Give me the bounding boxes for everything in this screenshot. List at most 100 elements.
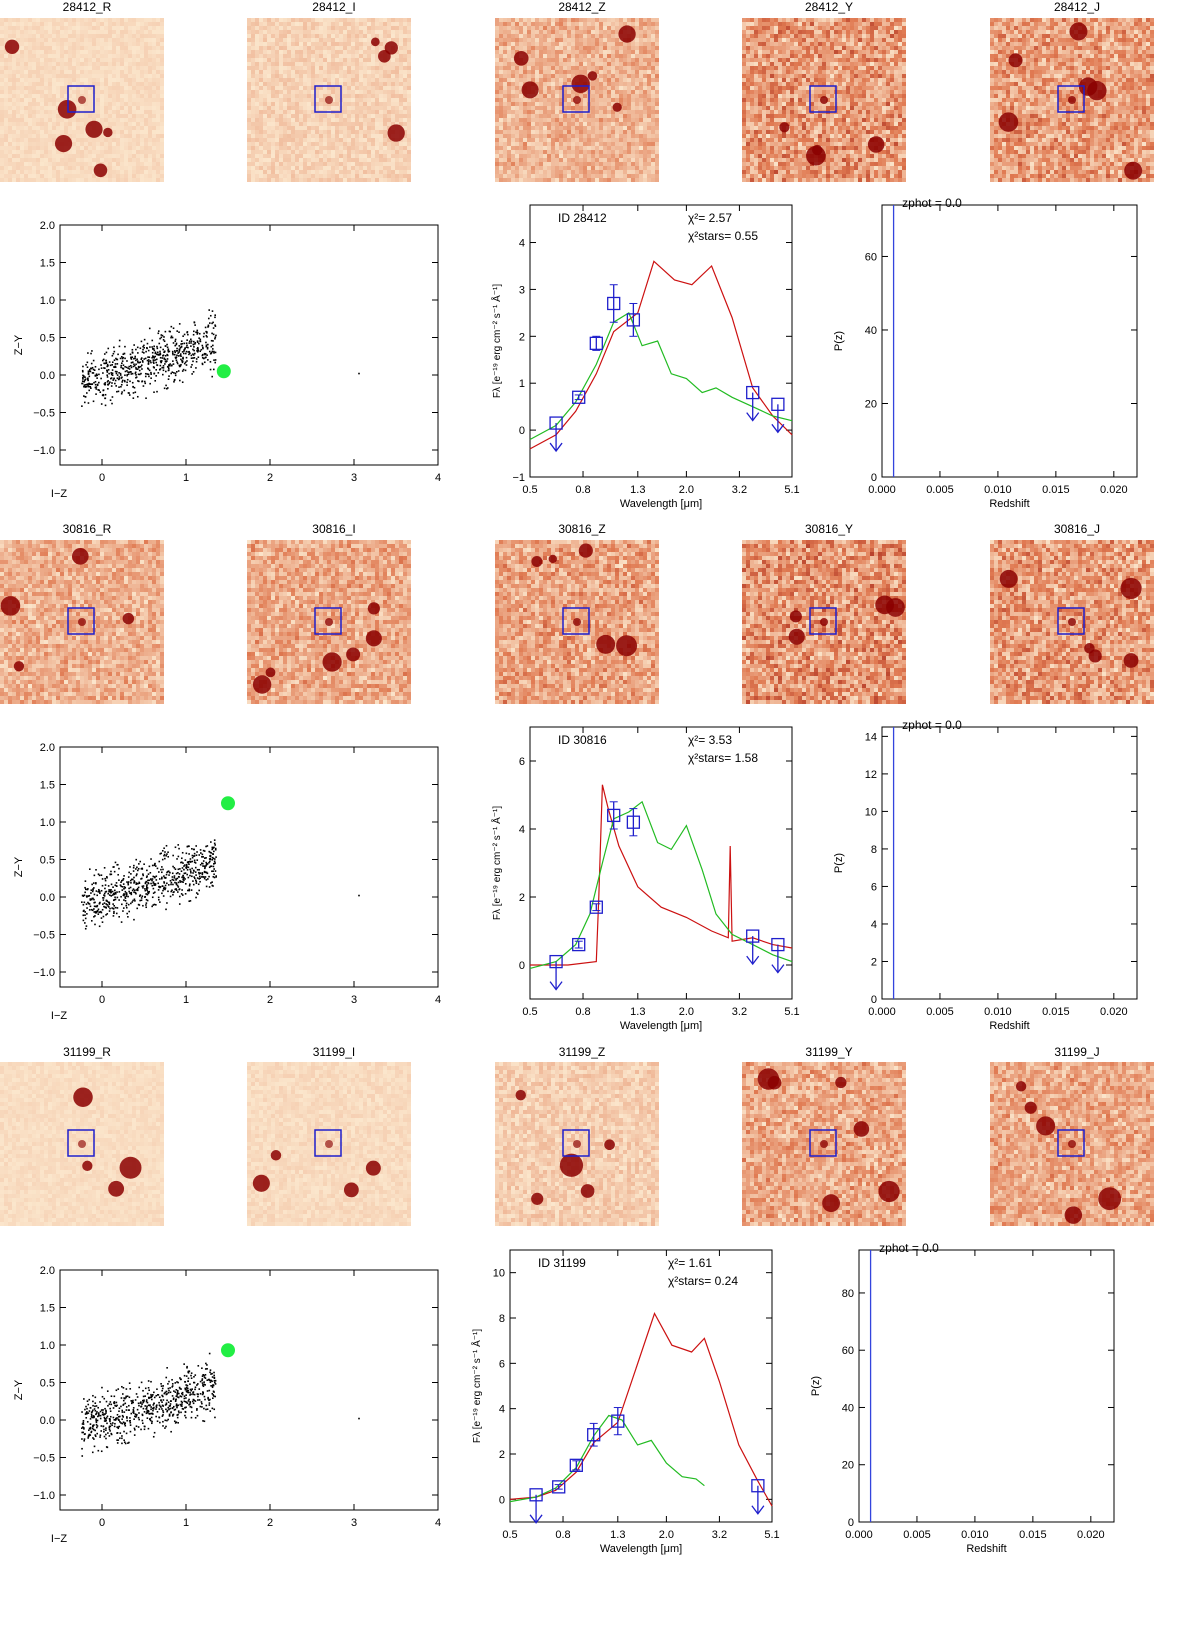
plot-mark: [355, 170, 359, 174]
plot-mark: [403, 78, 407, 82]
plot-mark: [651, 94, 655, 98]
plot-mark: [571, 158, 575, 162]
plot-mark: [96, 110, 100, 114]
plot-mark: [539, 82, 543, 86]
plot-mark: [335, 118, 339, 122]
plot-mark: [16, 134, 20, 138]
plot-mark: [251, 170, 255, 174]
plot-mark: [52, 142, 56, 146]
plot-mark: [319, 114, 323, 118]
plot-mark: [12, 58, 16, 62]
plot-mark: [403, 74, 407, 78]
plot-mark: [44, 146, 48, 150]
plot-mark: [315, 126, 319, 130]
plot-mark: [311, 114, 315, 118]
plot-mark: [156, 102, 160, 106]
plot-mark: [287, 70, 291, 74]
plot-mark: [339, 178, 343, 182]
plot-mark: [519, 82, 523, 86]
plot-mark: [160, 22, 164, 26]
plot-mark: [551, 42, 555, 46]
plot-mark: [60, 94, 64, 98]
plot-mark: [519, 98, 523, 102]
plot-mark: [152, 78, 156, 82]
plot-mark: [323, 78, 327, 82]
plot-mark: [623, 62, 627, 66]
plot-mark: [48, 162, 52, 166]
plot-mark: [343, 114, 347, 118]
plot-mark: [247, 66, 251, 70]
plot-mark: [132, 22, 136, 26]
plot-mark: [651, 54, 655, 58]
plot-mark: [503, 22, 507, 26]
plot-mark: [88, 38, 92, 42]
plot-mark: [315, 90, 319, 94]
plot-mark: [603, 150, 607, 154]
plot-mark: [607, 166, 611, 170]
plot-mark: [543, 138, 547, 142]
plot-mark: [615, 94, 619, 98]
plot-mark: [547, 158, 551, 162]
plot-mark: [8, 66, 12, 70]
plot-mark: [511, 50, 515, 54]
plot-mark: [132, 50, 136, 54]
plot-mark: [627, 102, 631, 106]
plot-mark: [331, 30, 335, 34]
plot-mark: [383, 170, 387, 174]
plot-mark: [267, 18, 271, 22]
plot-mark: [519, 66, 523, 70]
plot-mark: [271, 178, 275, 182]
plot-mark: [124, 106, 128, 110]
plot-mark: [20, 54, 24, 58]
plot-mark: [539, 26, 543, 30]
plot-mark: [32, 134, 36, 138]
plot-mark: [108, 154, 112, 158]
plot-mark: [499, 58, 503, 62]
plot-mark: [311, 22, 315, 26]
plot-mark: [319, 70, 323, 74]
plot-mark: [407, 154, 411, 158]
plot-mark: [335, 150, 339, 154]
plot-mark: [263, 50, 267, 54]
plot-mark: [379, 134, 383, 138]
plot-mark: [68, 178, 72, 182]
plot-mark: [307, 26, 311, 30]
plot-mark: [80, 82, 84, 86]
plot-mark: [76, 74, 80, 78]
plot-mark: [339, 122, 343, 126]
plot-mark: [631, 66, 635, 70]
plot-mark: [303, 138, 307, 142]
plot-mark: [259, 62, 263, 66]
plot-mark: [44, 26, 48, 30]
plot-mark: [279, 146, 283, 150]
plot-mark: [52, 166, 56, 170]
plot-mark: [136, 126, 140, 130]
plot-mark: [247, 18, 251, 22]
plot-mark: [339, 134, 343, 138]
plot-mark: [547, 58, 551, 62]
plot-mark: [291, 142, 295, 146]
plot-mark: [407, 66, 411, 70]
plot-mark: [32, 98, 36, 102]
plot-mark: [495, 174, 499, 178]
plot-mark: [495, 42, 499, 46]
plot-mark: [655, 38, 659, 42]
plot-mark: [307, 110, 311, 114]
plot-mark: [359, 74, 363, 78]
plot-mark: [607, 54, 611, 58]
plot-mark: [547, 154, 551, 158]
plot-mark: [379, 158, 383, 162]
plot-mark: [635, 46, 639, 50]
plot-mark: [156, 106, 160, 110]
plot-mark: [647, 58, 651, 62]
plot-mark: [563, 82, 567, 86]
plot-mark: [279, 94, 283, 98]
plot-mark: [555, 138, 559, 142]
plot-mark: [355, 122, 359, 126]
plot-mark: [275, 66, 279, 70]
plot-mark: [603, 46, 607, 50]
plot-mark: [535, 38, 539, 42]
plot-mark: [299, 70, 303, 74]
plot-mark: [495, 170, 499, 174]
plot-mark: [495, 114, 499, 118]
